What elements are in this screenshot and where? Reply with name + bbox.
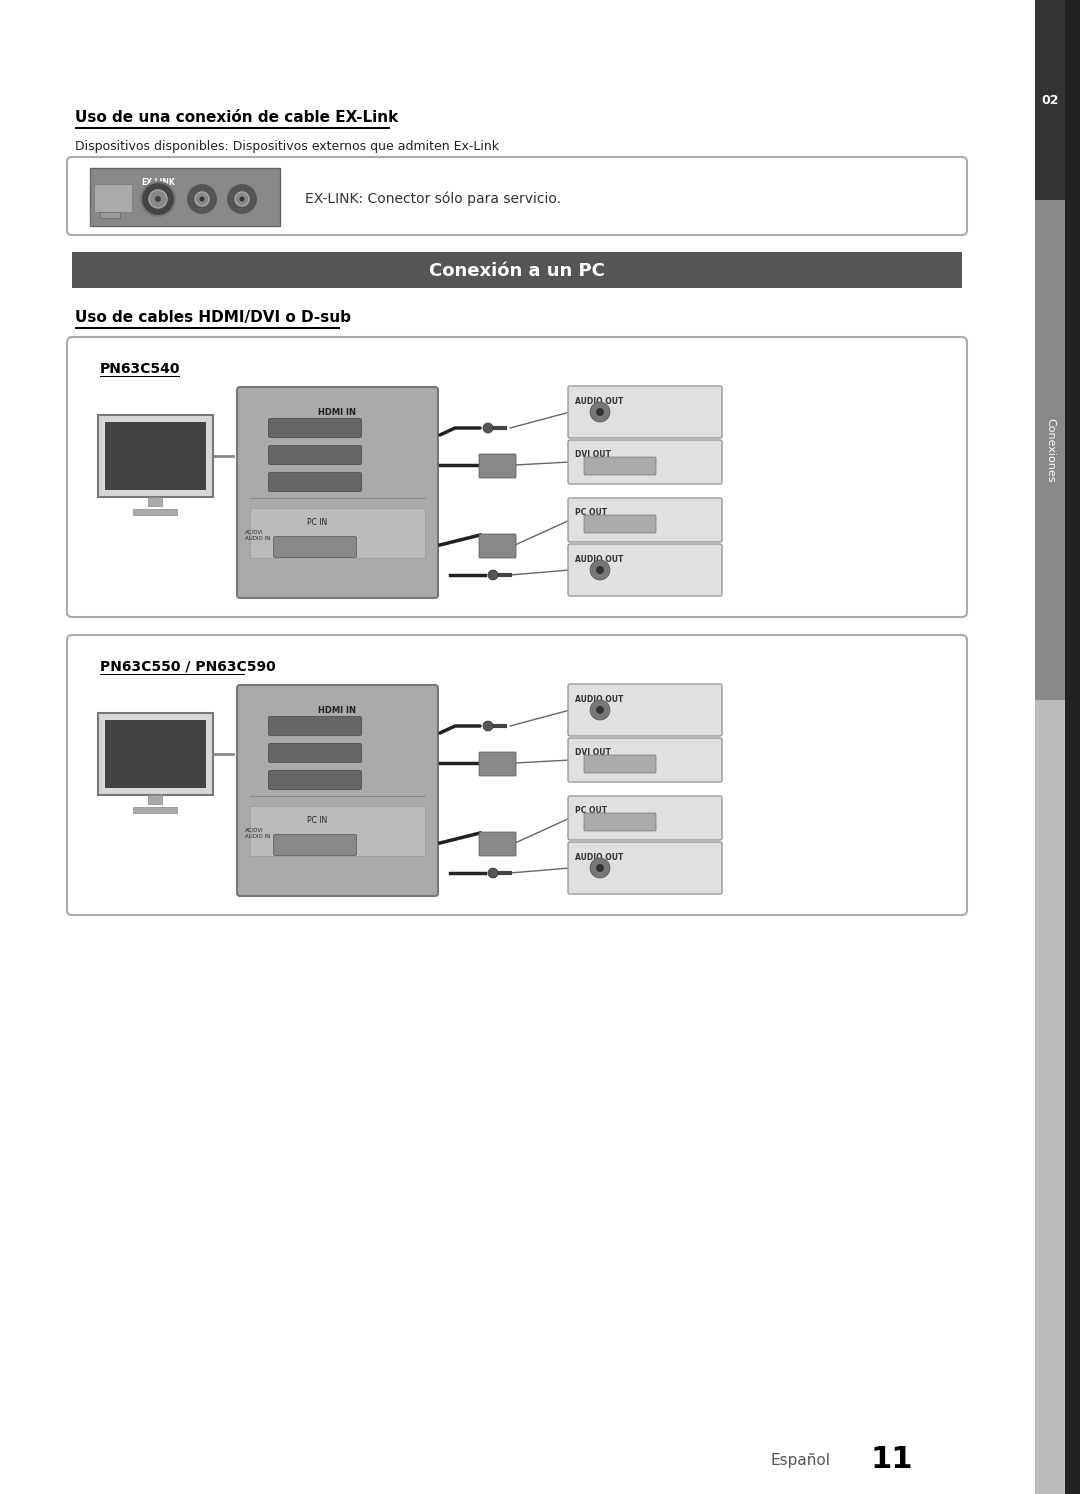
Bar [94,184,132,212]
Circle shape [240,197,244,202]
Text: Conexión a un PC: Conexión a un PC [429,261,605,279]
FancyBboxPatch shape [568,441,723,484]
FancyBboxPatch shape [269,472,362,492]
FancyBboxPatch shape [269,771,362,789]
Text: AC/DVI
AUDIO IN: AC/DVI AUDIO IN [245,828,270,838]
Bar [90,167,280,226]
FancyBboxPatch shape [237,686,438,896]
Text: PN63C550 / PN63C590: PN63C550 / PN63C590 [100,660,275,674]
Text: PC OUT: PC OUT [575,508,607,517]
Bar [98,415,213,498]
FancyBboxPatch shape [584,754,656,772]
Circle shape [483,423,492,433]
Bar [148,795,162,804]
Circle shape [596,566,604,574]
Circle shape [186,182,218,215]
Bar [100,375,180,376]
Text: HDMI IN: HDMI IN [319,707,356,716]
Bar [72,252,962,288]
Bar [100,674,245,675]
Bar [148,498,162,506]
Circle shape [488,868,498,878]
FancyBboxPatch shape [584,813,656,831]
Bar [1035,0,1080,1494]
FancyBboxPatch shape [269,717,362,735]
Circle shape [590,560,610,580]
FancyBboxPatch shape [480,454,516,478]
Bar [249,508,426,557]
Circle shape [149,190,167,208]
Text: Dispositivos disponibles: Dispositivos externos que admiten Ex-Link: Dispositivos disponibles: Dispositivos e… [75,140,499,152]
FancyBboxPatch shape [273,536,356,557]
FancyBboxPatch shape [67,635,967,914]
Circle shape [200,197,204,202]
Circle shape [596,707,604,714]
Text: DVI OUT: DVI OUT [575,748,611,757]
Bar [133,509,177,515]
Bar [133,807,177,813]
Circle shape [195,193,210,206]
FancyBboxPatch shape [269,445,362,465]
Text: AUDIO OUT: AUDIO OUT [575,554,623,565]
Text: PC IN: PC IN [308,518,327,527]
Bar [105,720,206,787]
Text: PC IN: PC IN [308,816,327,825]
Circle shape [596,408,604,415]
Bar [98,713,213,795]
Circle shape [483,722,492,731]
FancyBboxPatch shape [568,738,723,781]
Circle shape [488,571,498,580]
Bar [1065,0,1080,1494]
FancyBboxPatch shape [67,157,967,235]
Text: AC/DVI
AUDIO IN: AC/DVI AUDIO IN [245,530,270,541]
Circle shape [226,182,258,215]
Text: Español: Español [770,1452,831,1467]
Text: AUDIO OUT: AUDIO OUT [575,853,623,862]
Bar [100,212,120,218]
FancyBboxPatch shape [67,338,967,617]
FancyBboxPatch shape [568,498,723,542]
Text: EX-LINK: EX-LINK [141,178,175,187]
FancyBboxPatch shape [269,418,362,438]
Bar [249,805,426,856]
FancyBboxPatch shape [480,533,516,557]
FancyBboxPatch shape [480,832,516,856]
Text: 02: 02 [1041,94,1058,106]
FancyBboxPatch shape [480,751,516,775]
Bar [75,327,340,329]
FancyBboxPatch shape [568,385,723,438]
FancyBboxPatch shape [273,835,356,856]
Circle shape [596,864,604,872]
Text: Conexiones: Conexiones [1045,418,1055,483]
FancyBboxPatch shape [269,744,362,762]
Circle shape [590,402,610,421]
Text: AUDIO OUT: AUDIO OUT [575,695,623,704]
FancyBboxPatch shape [237,387,438,598]
Text: DVI OUT: DVI OUT [575,450,611,459]
Circle shape [235,193,249,206]
Text: AUDIO OUT: AUDIO OUT [575,397,623,406]
Circle shape [156,196,161,202]
Circle shape [141,182,175,217]
Bar [1035,0,1080,200]
Text: 11: 11 [870,1446,913,1475]
Bar [105,421,206,490]
FancyBboxPatch shape [568,796,723,840]
Text: PC OUT: PC OUT [575,805,607,816]
FancyBboxPatch shape [568,684,723,737]
Text: Uso de una conexión de cable EX-Link: Uso de una conexión de cable EX-Link [75,111,399,125]
Text: Uso de cables HDMI/DVI o D-sub: Uso de cables HDMI/DVI o D-sub [75,309,351,326]
Circle shape [590,701,610,720]
Bar [1035,200,1080,701]
FancyBboxPatch shape [568,544,723,596]
Circle shape [590,858,610,878]
FancyBboxPatch shape [584,457,656,475]
Bar [75,127,390,128]
FancyBboxPatch shape [568,843,723,893]
FancyBboxPatch shape [584,515,656,533]
Text: HDMI IN: HDMI IN [319,408,356,417]
Text: PN63C540: PN63C540 [100,362,180,376]
Text: EX-LINK: Conector sólo para servicio.: EX-LINK: Conector sólo para servicio. [305,191,561,206]
